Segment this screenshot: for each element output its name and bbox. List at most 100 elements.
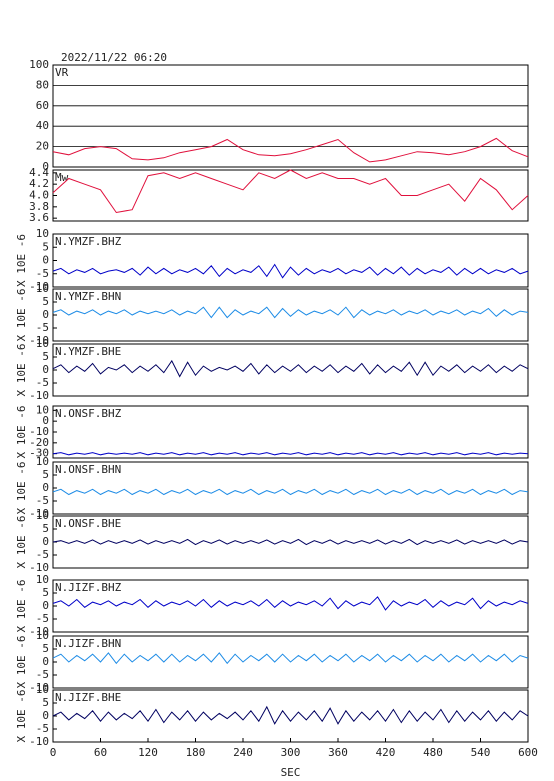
trace-label: N.ONSF.BHN xyxy=(55,463,121,476)
y-tick-label: -5 xyxy=(36,612,49,625)
y-tick-label: 10 xyxy=(36,227,49,240)
y-axis-label: X 10E -6 xyxy=(15,406,28,459)
y-tick-label: 5 xyxy=(42,642,49,655)
y-tick-label: -30 xyxy=(29,447,49,460)
y-tick-label: 0 xyxy=(42,363,49,376)
x-tick-label: 240 xyxy=(233,746,253,759)
trace-line xyxy=(52,359,529,378)
y-axis-label: X 10E -6 xyxy=(15,636,28,689)
y-tick-label: 5 xyxy=(42,468,49,481)
y-tick-label: 10 xyxy=(36,403,49,416)
trace-line xyxy=(52,652,529,665)
y-tick-label: 0 xyxy=(42,254,49,267)
y-tick-label: 10 xyxy=(36,282,49,295)
y-tick-label: 0 xyxy=(42,481,49,494)
y-tick-label: 0 xyxy=(42,709,49,722)
trace-line xyxy=(52,137,529,163)
panel-frame xyxy=(52,405,529,459)
y-tick-label: -10 xyxy=(29,334,49,347)
y-tick-label: -10 xyxy=(29,625,49,638)
y-tick-label: 3.6 xyxy=(29,211,49,224)
y-axis-label: X 10E -6 xyxy=(15,580,28,633)
y-axis-label: X 10E -6 xyxy=(15,462,28,515)
y-tick-label: 5 xyxy=(42,586,49,599)
y-tick-label: -5 xyxy=(36,722,49,735)
y-tick-label: 0 xyxy=(42,308,49,321)
x-tick-label: 180 xyxy=(186,746,206,759)
trace-label: N.YMZF.BHN xyxy=(55,290,121,303)
y-tick-label: 10 xyxy=(36,573,49,586)
y-tick-label: 4.2 xyxy=(29,177,49,190)
y-tick-label: -10 xyxy=(29,735,49,748)
x-tick-label: 0 xyxy=(50,746,57,759)
trace-line xyxy=(52,596,529,611)
x-tick-label: 60 xyxy=(94,746,107,759)
y-tick-label: -10 xyxy=(29,425,49,438)
panel-frame xyxy=(52,515,529,569)
trace-label: N.ONSF.BHZ xyxy=(55,407,122,420)
trace-line xyxy=(52,306,529,319)
y-tick-label: 80 xyxy=(36,78,49,91)
y-axis-label: X 10E -6 xyxy=(15,344,28,397)
y-axis-label: X 10E -6 xyxy=(15,234,28,287)
y-tick-label: 3.8 xyxy=(29,200,49,213)
panel-frame xyxy=(52,461,529,515)
y-tick-label: 10 xyxy=(36,337,49,350)
trace-label: N.JIZF.BHZ xyxy=(55,581,122,594)
y-tick-label: 40 xyxy=(36,119,49,132)
y-tick-label: -5 xyxy=(36,494,49,507)
trace-label: N.JIZF.BHE xyxy=(55,691,121,704)
trace-line xyxy=(52,263,529,279)
y-tick-label: -5 xyxy=(36,376,49,389)
y-tick-label: 60 xyxy=(36,99,49,112)
panel-frame xyxy=(52,689,529,743)
y-axis-label: X 10E -6 xyxy=(15,516,28,569)
y-tick-label: 0 xyxy=(42,414,49,427)
y-tick-label: 4.4 xyxy=(29,166,49,179)
trace-label: Mw xyxy=(55,171,69,184)
panel-frame xyxy=(52,233,529,288)
y-tick-label: 5 xyxy=(42,350,49,363)
trace-line xyxy=(52,488,529,496)
y-tick-label: 100 xyxy=(29,58,49,71)
y-tick-label: 5 xyxy=(42,295,49,308)
trace-label: N.YMZF.BHZ xyxy=(55,235,122,248)
y-tick-label: -5 xyxy=(36,668,49,681)
panel-frame xyxy=(52,343,529,397)
y-tick-label: 10 xyxy=(36,455,49,468)
y-tick-label: 4.0 xyxy=(29,189,49,202)
trace-label: N.ONSF.BHE xyxy=(55,517,121,530)
y-tick-label: 0 xyxy=(42,655,49,668)
chart-title: 2022/11/22 06:20 xyxy=(61,51,167,64)
trace-line xyxy=(52,452,529,456)
y-tick-label: 5 xyxy=(42,696,49,709)
x-tick-label: 420 xyxy=(376,746,396,759)
x-tick-label: 600 xyxy=(518,746,538,759)
trace-label: N.JIZF.BHN xyxy=(55,637,121,650)
y-tick-label: -10 xyxy=(29,507,49,520)
y-tick-label: 10 xyxy=(36,629,49,642)
y-tick-label: -5 xyxy=(36,548,49,561)
x-tick-label: 540 xyxy=(471,746,491,759)
panel-frame xyxy=(52,169,529,222)
panel-frame xyxy=(52,288,529,342)
y-tick-label: -10 xyxy=(29,280,49,293)
trace-label: N.YMZF.BHE xyxy=(55,345,121,358)
y-tick-label: -5 xyxy=(36,267,49,280)
y-tick-label: 20 xyxy=(36,140,49,153)
y-tick-label: -10 xyxy=(29,561,49,574)
y-tick-label: 0 xyxy=(42,599,49,612)
x-tick-label: 480 xyxy=(423,746,443,759)
y-axis-label: X 10E -6 xyxy=(15,690,28,743)
y-tick-label: -10 xyxy=(29,681,49,694)
x-tick-label: 120 xyxy=(138,746,158,759)
trace-line xyxy=(52,169,529,214)
y-tick-label: 5 xyxy=(42,522,49,535)
y-tick-label: 10 xyxy=(36,683,49,696)
y-tick-label: -10 xyxy=(29,389,49,402)
y-tick-label: 5 xyxy=(42,240,49,253)
y-tick-label: 10 xyxy=(36,509,49,522)
y-tick-label: 0 xyxy=(42,160,49,173)
x-tick-label: 300 xyxy=(281,746,301,759)
